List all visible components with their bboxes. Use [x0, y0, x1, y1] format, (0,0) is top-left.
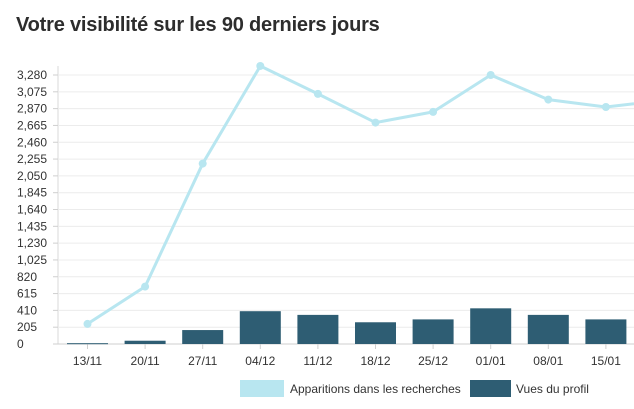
bar-profile-views	[182, 330, 224, 344]
legend-label-profile-views: Vues du profil	[516, 382, 589, 396]
y-tick-label: 1,435	[17, 219, 47, 233]
search-appearances-point	[429, 107, 438, 116]
bar-profile-views	[412, 319, 454, 344]
search-appearances-line	[83, 61, 634, 328]
x-tick-label: 08/01	[533, 354, 563, 368]
y-tick-label: 2,870	[17, 102, 47, 116]
bar-profile-views	[355, 322, 396, 344]
x-tick-label: 01/01	[476, 354, 506, 368]
search-appearances-point	[198, 159, 207, 168]
y-tick-label: 2,665	[17, 118, 47, 132]
y-tick-label: 1,845	[17, 186, 47, 200]
y-tick-label: 1,025	[17, 253, 47, 267]
y-tick-label: 410	[17, 303, 37, 317]
search-appearances-point	[141, 282, 150, 291]
chart-title: Votre visibilité sur les 90 derniers jou…	[16, 14, 380, 36]
search-appearances-polyline	[86, 64, 634, 326]
y-tick-label: 3,280	[17, 68, 47, 82]
x-tick-label: 20/11	[131, 354, 160, 368]
x-tick-label: 18/12	[360, 354, 390, 368]
bar-profile-views	[527, 314, 569, 344]
profile-views-bars	[67, 308, 627, 345]
search-appearances-point	[313, 89, 322, 98]
y-axis: 0 205 410 615 820 1,025 1,230 1,435 1,640 1,845 2,…	[17, 68, 47, 351]
legend: Apparitions dans les recherches Vues du p…	[240, 380, 589, 397]
y-tick-label: 3,075	[17, 85, 47, 99]
x-axis: 13/11 20/11 27/11 04/12 11/12 18/12 25/12 01/01…	[73, 344, 621, 368]
x-tick-label: 13/11	[73, 354, 102, 368]
y-tick-label: 615	[17, 287, 37, 301]
search-appearances-point	[601, 102, 610, 111]
legend-swatch-search-appearances	[240, 380, 284, 397]
bar-profile-views	[470, 308, 512, 344]
x-tick-label: 15/01	[591, 354, 621, 368]
x-tick-label: 04/12	[245, 354, 275, 368]
x-tick-label: 27/11	[188, 354, 217, 368]
bar-profile-views	[297, 314, 339, 344]
legend-label-search-appearances: Apparitions dans les recherches	[290, 382, 461, 396]
y-tick-label: 1,230	[17, 236, 47, 250]
y-tick-label: 0	[17, 337, 24, 351]
bar-profile-views	[67, 343, 108, 345]
y-tick-label: 820	[17, 270, 37, 284]
legend-swatch-profile-views	[470, 380, 511, 397]
y-tick-label: 205	[17, 320, 37, 334]
search-appearances-point	[83, 319, 92, 328]
bar-profile-views	[239, 311, 281, 344]
y-tick-label: 1,640	[17, 203, 47, 217]
bar-profile-views	[585, 319, 627, 344]
y-tick-label: 2,460	[17, 135, 47, 149]
y-tick-label: 2,050	[17, 169, 47, 183]
search-appearances-point	[544, 95, 553, 104]
x-tick-label: 11/12	[303, 354, 332, 368]
y-tick-label: 2,255	[17, 152, 47, 166]
search-appearances-point	[486, 71, 495, 79]
x-tick-label: 25/12	[418, 354, 448, 368]
bar-profile-views	[124, 340, 166, 344]
search-appearances-point	[371, 118, 380, 127]
search-appearances-point	[256, 61, 265, 70]
